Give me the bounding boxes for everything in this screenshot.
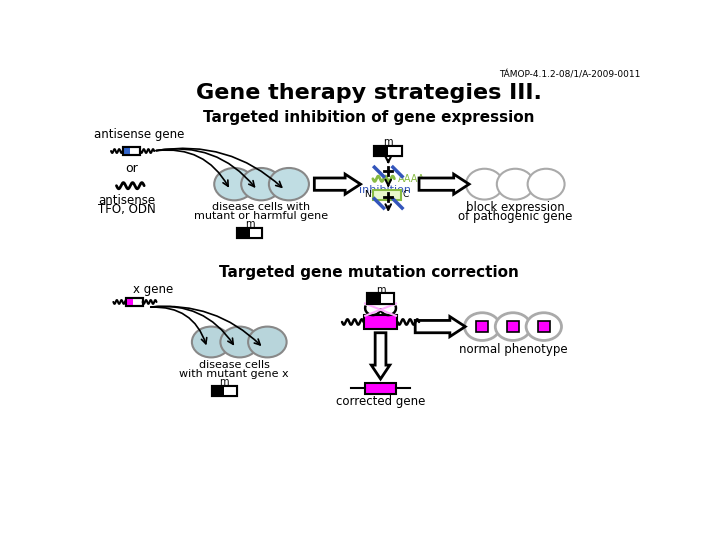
Text: disease cells: disease cells: [199, 360, 270, 370]
Text: Targeted gene mutation correction: Targeted gene mutation correction: [219, 265, 519, 280]
Ellipse shape: [215, 168, 254, 200]
Bar: [126, 298, 143, 306]
Bar: [381, 293, 395, 303]
Text: mutant or harmful gene: mutant or harmful gene: [194, 212, 328, 221]
Bar: [374, 146, 402, 157]
Bar: [538, 321, 550, 332]
Text: TFO, ODN: TFO, ODN: [98, 203, 156, 216]
Text: or: or: [125, 162, 138, 176]
Bar: [238, 228, 262, 238]
Ellipse shape: [269, 168, 309, 200]
Ellipse shape: [220, 327, 259, 357]
Text: m: m: [245, 219, 254, 229]
Ellipse shape: [528, 169, 564, 200]
Text: m: m: [384, 137, 393, 147]
Text: AAAA: AAAA: [397, 174, 425, 184]
Text: N: N: [364, 191, 372, 199]
Ellipse shape: [526, 313, 562, 340]
Bar: [365, 383, 396, 394]
Bar: [364, 315, 397, 329]
Polygon shape: [415, 316, 465, 336]
Bar: [126, 298, 143, 306]
Bar: [212, 386, 224, 395]
Bar: [366, 293, 381, 303]
Bar: [212, 386, 237, 395]
Text: with mutant gene x: with mutant gene x: [179, 369, 289, 379]
Bar: [124, 148, 130, 154]
Bar: [123, 147, 140, 155]
Ellipse shape: [497, 169, 534, 200]
Bar: [238, 228, 250, 238]
Text: inhibition: inhibition: [359, 185, 411, 194]
Text: block expression: block expression: [466, 201, 564, 214]
Text: m: m: [376, 285, 385, 295]
Text: Gene therapy strategies III.: Gene therapy strategies III.: [196, 83, 542, 103]
Bar: [374, 146, 388, 157]
Text: Targeted inhibition of gene expression: Targeted inhibition of gene expression: [203, 110, 535, 125]
Text: TÁMOP-4.1.2-08/1/A-2009-0011: TÁMOP-4.1.2-08/1/A-2009-0011: [499, 71, 640, 80]
Ellipse shape: [241, 168, 282, 200]
Ellipse shape: [495, 313, 531, 340]
Bar: [250, 228, 262, 238]
Text: C: C: [402, 191, 408, 199]
Text: normal phenotype: normal phenotype: [459, 343, 567, 356]
Polygon shape: [419, 174, 469, 194]
Bar: [127, 299, 132, 305]
Text: antisense: antisense: [98, 194, 155, 207]
Bar: [374, 146, 402, 157]
Text: antisense gene: antisense gene: [94, 127, 185, 140]
Bar: [366, 293, 395, 303]
Polygon shape: [315, 174, 361, 194]
Bar: [212, 386, 237, 395]
Bar: [224, 386, 237, 395]
Bar: [366, 293, 395, 303]
Ellipse shape: [192, 327, 230, 357]
Bar: [476, 321, 488, 332]
Bar: [373, 190, 400, 200]
Ellipse shape: [466, 169, 503, 200]
Text: corrected gene: corrected gene: [336, 395, 426, 408]
Ellipse shape: [464, 313, 500, 340]
Text: x gene: x gene: [133, 283, 174, 296]
Polygon shape: [372, 333, 390, 379]
Bar: [388, 146, 402, 157]
Bar: [507, 321, 519, 332]
Text: m: m: [220, 377, 229, 387]
Ellipse shape: [248, 327, 287, 357]
Bar: [238, 228, 262, 238]
Bar: [123, 147, 140, 155]
Text: of pathogenic gene: of pathogenic gene: [458, 210, 572, 223]
Text: disease cells with: disease cells with: [212, 202, 310, 212]
